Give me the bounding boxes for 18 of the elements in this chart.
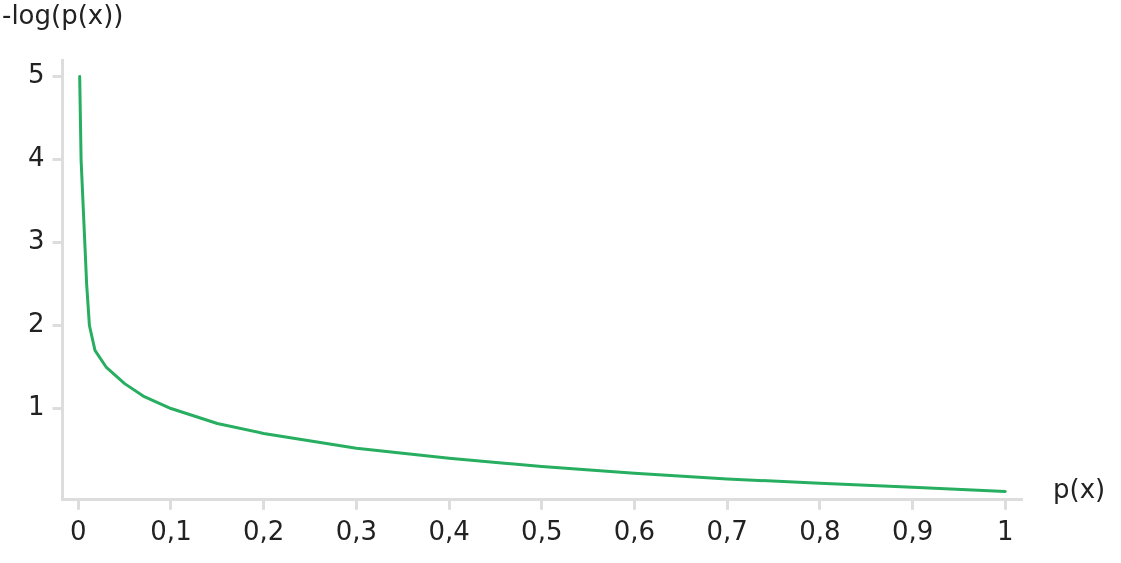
x-tick-label: 0 <box>70 516 87 547</box>
y-tick-label: 3 <box>28 225 45 256</box>
x-axis-title: p(x) <box>1053 474 1106 505</box>
x-tick-label: 0,8 <box>799 516 841 547</box>
x-tick-label: 0,6 <box>613 516 656 547</box>
x-tick-label: 1 <box>996 516 1014 547</box>
y-tick-label: 4 <box>28 142 45 173</box>
x-tick-label: 0,4 <box>428 516 470 547</box>
x-tick-label: 0,7 <box>706 516 748 547</box>
y-tick-label: 5 <box>28 59 45 90</box>
x-tick-label: 0,9 <box>891 516 934 547</box>
y-axis-title: -log(p(x)) <box>2 0 124 30</box>
y-tick-label: 1 <box>28 391 45 422</box>
y-tick-label: 2 <box>28 308 45 339</box>
x-tick-label: 0,2 <box>243 516 285 547</box>
x-tick-label: 0,5 <box>521 516 563 547</box>
x-tick-label: 0,3 <box>335 516 378 547</box>
x-tick-label: 0,1 <box>150 516 192 547</box>
